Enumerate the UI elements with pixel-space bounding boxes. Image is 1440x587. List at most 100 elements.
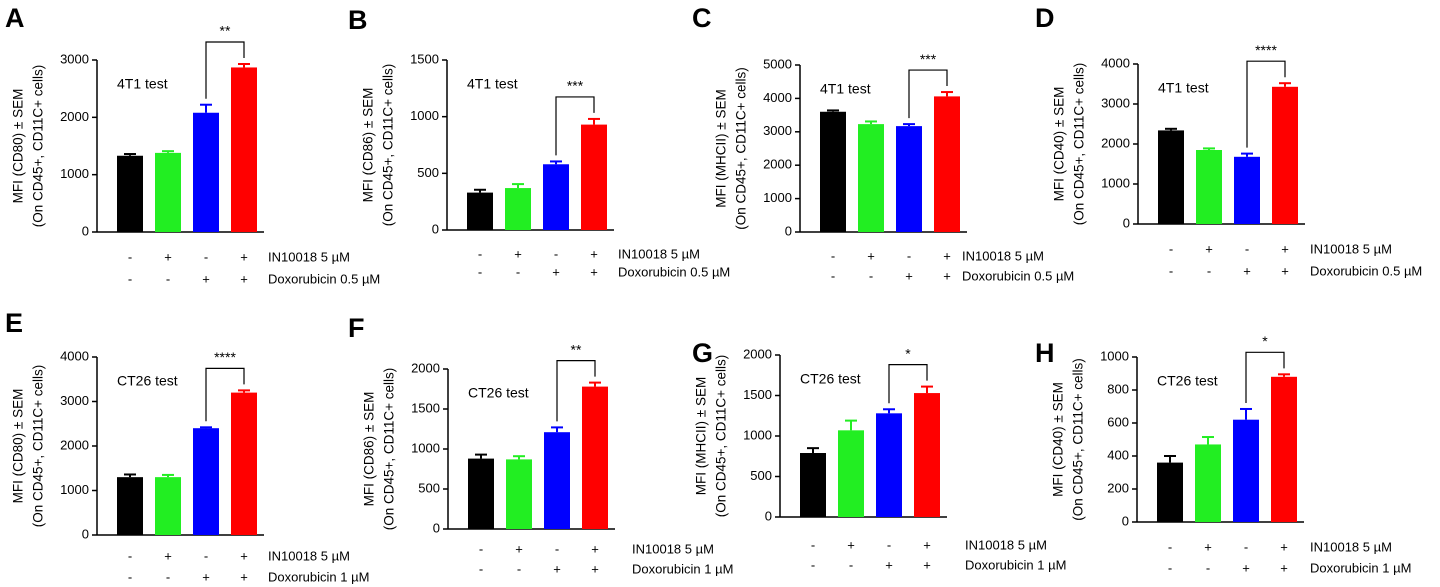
significance-bracket xyxy=(1246,60,1286,148)
treatment-name: Doxorubicin 0.5 µM xyxy=(268,271,380,286)
significance-label: ** xyxy=(220,23,231,39)
y-tick-label: 1000 xyxy=(411,440,440,455)
bar xyxy=(800,453,826,517)
bar xyxy=(193,112,219,232)
y-axis-label: MFI (CD80) ± SEM xyxy=(11,389,26,504)
treatment-sign: - xyxy=(1244,539,1248,554)
treatment-name: Doxorubicin 0.5 µM xyxy=(618,264,730,279)
y-axis-label: (On CD45+, CD11C+ cells) xyxy=(382,368,397,531)
treatment-sign: - xyxy=(166,271,170,286)
y-tick-label: 1000 xyxy=(410,108,439,123)
y-tick-label: 500 xyxy=(418,480,440,495)
treatment-sign: - xyxy=(1206,560,1210,575)
significance-bracket xyxy=(888,363,928,404)
treatment-name: IN10018 5 µM xyxy=(1310,539,1392,554)
y-tick-label: 3000 xyxy=(763,123,792,138)
y-tick-label: 0 xyxy=(785,223,792,238)
panel: F MFI (CD86) ± SEM (On CD45+, CD11C+ cells… xyxy=(348,313,733,576)
bar xyxy=(1195,444,1221,522)
panel-letter: E xyxy=(5,308,23,338)
y-tick-label: 0 xyxy=(82,223,89,238)
treatment-sign: + xyxy=(1280,560,1288,575)
significance-bracket xyxy=(555,96,595,156)
bar xyxy=(1272,86,1298,224)
annotation: 4T1 test xyxy=(467,76,518,92)
bar xyxy=(858,124,884,232)
y-tick-label: 0 xyxy=(765,508,772,523)
y-tick-label: 800 xyxy=(1107,381,1129,396)
treatment-name: IN10018 5 µM xyxy=(962,248,1044,263)
treatment-sign: + xyxy=(202,569,210,584)
y-tick-label: 1500 xyxy=(410,51,439,66)
bar xyxy=(193,428,219,535)
y-tick-label: 0 xyxy=(82,526,89,541)
y-tick-label: 3000 xyxy=(1101,95,1130,110)
treatment-sign: + xyxy=(553,561,561,576)
treatment-sign: + xyxy=(591,561,599,576)
significance-bracket xyxy=(205,367,245,422)
y-tick-label: 600 xyxy=(1107,414,1129,429)
y-axis-label: (On CD45+, CD11C+ cells) xyxy=(381,64,396,227)
y-axis-label: (On CD45+, CD11C+ cells) xyxy=(1071,358,1086,521)
y-tick-label: 0 xyxy=(432,221,439,236)
bar xyxy=(582,386,608,529)
y-tick-label: 3000 xyxy=(60,51,89,66)
y-axis-label: MFI (MHCII) ± SEM xyxy=(694,377,709,495)
treatment-sign: - xyxy=(907,248,911,263)
treatment-sign: - xyxy=(128,249,132,264)
y-axis-label: (On CD45+, CD11C+ cells) xyxy=(714,355,729,518)
y-tick-label: 1000 xyxy=(743,427,772,442)
treatment-sign: - xyxy=(517,561,521,576)
significance-label: * xyxy=(905,345,911,361)
treatment-sign: - xyxy=(128,569,132,584)
annotation: CT26 test xyxy=(117,373,178,389)
treatment-sign: + xyxy=(847,537,855,552)
treatment-sign: + xyxy=(164,548,172,563)
bar xyxy=(117,155,143,232)
y-tick-label: 2000 xyxy=(411,360,440,375)
treatment-sign: + xyxy=(943,268,951,283)
treatment-name: Doxorubicin 1 µM xyxy=(632,561,733,576)
y-tick-label: 3000 xyxy=(60,393,89,408)
bar xyxy=(231,392,257,535)
significance-label: **** xyxy=(1255,42,1277,58)
y-tick-label: 5000 xyxy=(763,56,792,71)
treatment-sign: - xyxy=(479,541,483,556)
bar xyxy=(1271,376,1297,522)
panel: G MFI (MHCII) ± SEM (On CD45+, CD11C+ cell… xyxy=(692,338,1066,572)
y-tick-label: 200 xyxy=(1107,480,1129,495)
y-tick-label: 1000 xyxy=(763,190,792,205)
panel-letter: C xyxy=(692,3,712,33)
treatment-sign: - xyxy=(204,249,208,264)
treatment-sign: - xyxy=(1169,263,1173,278)
bar xyxy=(1234,156,1260,224)
bar xyxy=(155,477,181,535)
treatment-sign: + xyxy=(552,264,560,279)
treatment-sign: + xyxy=(240,249,248,264)
annotation: CT26 test xyxy=(468,385,529,401)
treatment-sign: + xyxy=(905,268,913,283)
panel: D MFI (CD40) ± SEM (On CD45+, CD11C+ cells… xyxy=(1035,3,1422,278)
treatment-sign: - xyxy=(516,264,520,279)
bar xyxy=(914,393,940,517)
treatment-sign: + xyxy=(1281,241,1289,256)
bar xyxy=(1158,130,1184,224)
bar xyxy=(467,192,493,230)
treatment-sign: + xyxy=(514,246,522,261)
treatment-sign: - xyxy=(1168,539,1172,554)
treatment-sign: + xyxy=(1204,539,1212,554)
treatment-sign: + xyxy=(923,537,931,552)
bar xyxy=(581,124,607,230)
treatment-name: IN10018 5 µM xyxy=(268,548,350,563)
y-tick-label: 500 xyxy=(417,165,439,180)
y-axis-label: MFI (MHCII) ± SEM xyxy=(714,89,729,207)
treatment-sign: + xyxy=(1280,539,1288,554)
y-tick-label: 0 xyxy=(1123,215,1130,230)
y-axis-label: MFI (CD86) ± SEM xyxy=(362,392,377,507)
treatment-name: IN10018 5 µM xyxy=(268,249,350,264)
treatment-sign: - xyxy=(1168,560,1172,575)
y-tick-label: 2000 xyxy=(60,109,89,124)
significance-bracket xyxy=(556,360,596,422)
panel-letter: B xyxy=(348,5,368,35)
